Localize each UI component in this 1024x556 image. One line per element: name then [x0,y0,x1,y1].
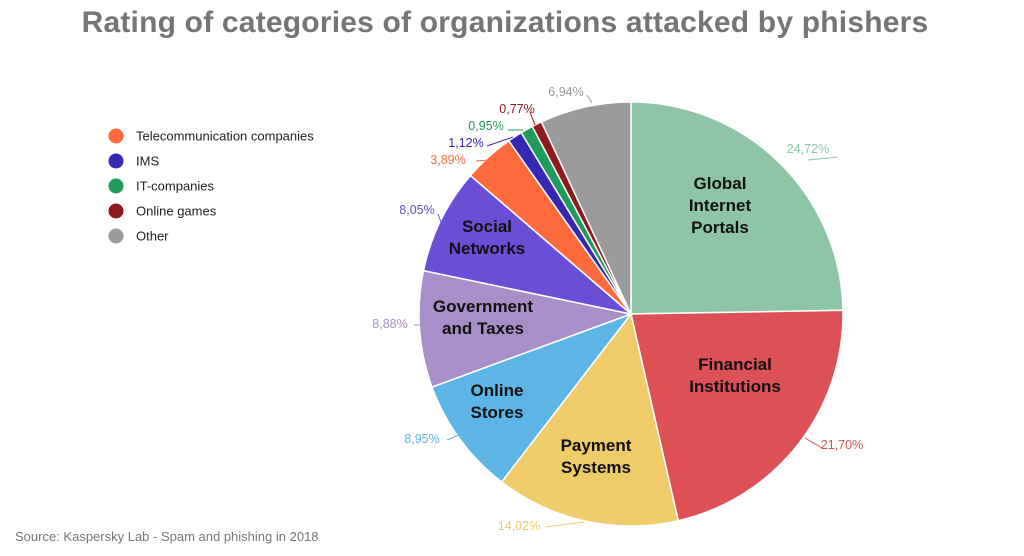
pie-slice-social-networks [422,174,634,316]
legend-label: IMS [136,154,159,169]
leader-line [544,521,585,528]
chart-source: Source: Kaspersky Lab - Spam and phishin… [15,529,319,544]
slice-label: Social Networks [449,217,526,258]
leader-line [446,431,467,441]
legend-marker [108,153,124,169]
legend-label: IT-companies [136,179,215,194]
slice-label: Financial Institutions [689,355,781,396]
pie-slice-payment-systems [500,312,680,527]
percent-labels: 24,72% 21,70% 14,02% 8,95% 8,88% 8,05% 3,89% 1,… [372,85,863,533]
percent-label: 8,88% [372,317,407,331]
pie-slice-global-internet-portals [630,101,844,315]
leader-line [529,111,536,126]
leader-line [486,136,514,147]
percent-label: 0,77% [499,102,534,116]
leader-line [804,437,823,449]
leader-line [475,159,490,162]
legend: Telecommunication companies IMS IT-compani… [108,128,314,244]
slice-label: Online Stores [471,381,524,422]
slice-label: Payment Systems [561,436,632,477]
chart-title: Rating of categories of organizations at… [81,6,929,39]
legend-marker [108,228,124,244]
legend-marker [108,203,124,219]
slice-label: Global Internet Portals [689,174,752,237]
percent-label: 1,12% [448,136,483,150]
percent-label: 6,94% [548,85,583,99]
slice-label: Government and Taxes [433,297,533,338]
percent-label: 8,05% [399,203,434,217]
percent-label: 3,89% [430,153,465,167]
leader-line [807,156,839,161]
legend-marker [108,178,124,194]
pie-slice-online-stores [431,312,634,484]
inner-labels: Global Internet Portals Financial Institutio… [433,174,781,477]
pie-slice-financial-institutions [630,309,844,522]
percent-label: 24,72% [787,142,829,156]
pie-slice-government-and-taxes [418,269,634,389]
legend-label: Other [136,229,169,244]
leader-line [437,213,442,223]
legend-label: Telecommunication companies [136,129,314,144]
pie-slice-other [540,101,632,315]
pie-slices [418,101,844,527]
percent-label: 0,95% [468,119,503,133]
leader-lines [414,94,839,528]
legend-label: Online games [136,204,217,219]
leader-line [586,94,593,104]
percent-label: 21,70% [821,438,863,452]
legend-marker [108,128,124,144]
percent-label: 8,95% [404,432,439,446]
percent-label: 14,02% [498,519,540,533]
